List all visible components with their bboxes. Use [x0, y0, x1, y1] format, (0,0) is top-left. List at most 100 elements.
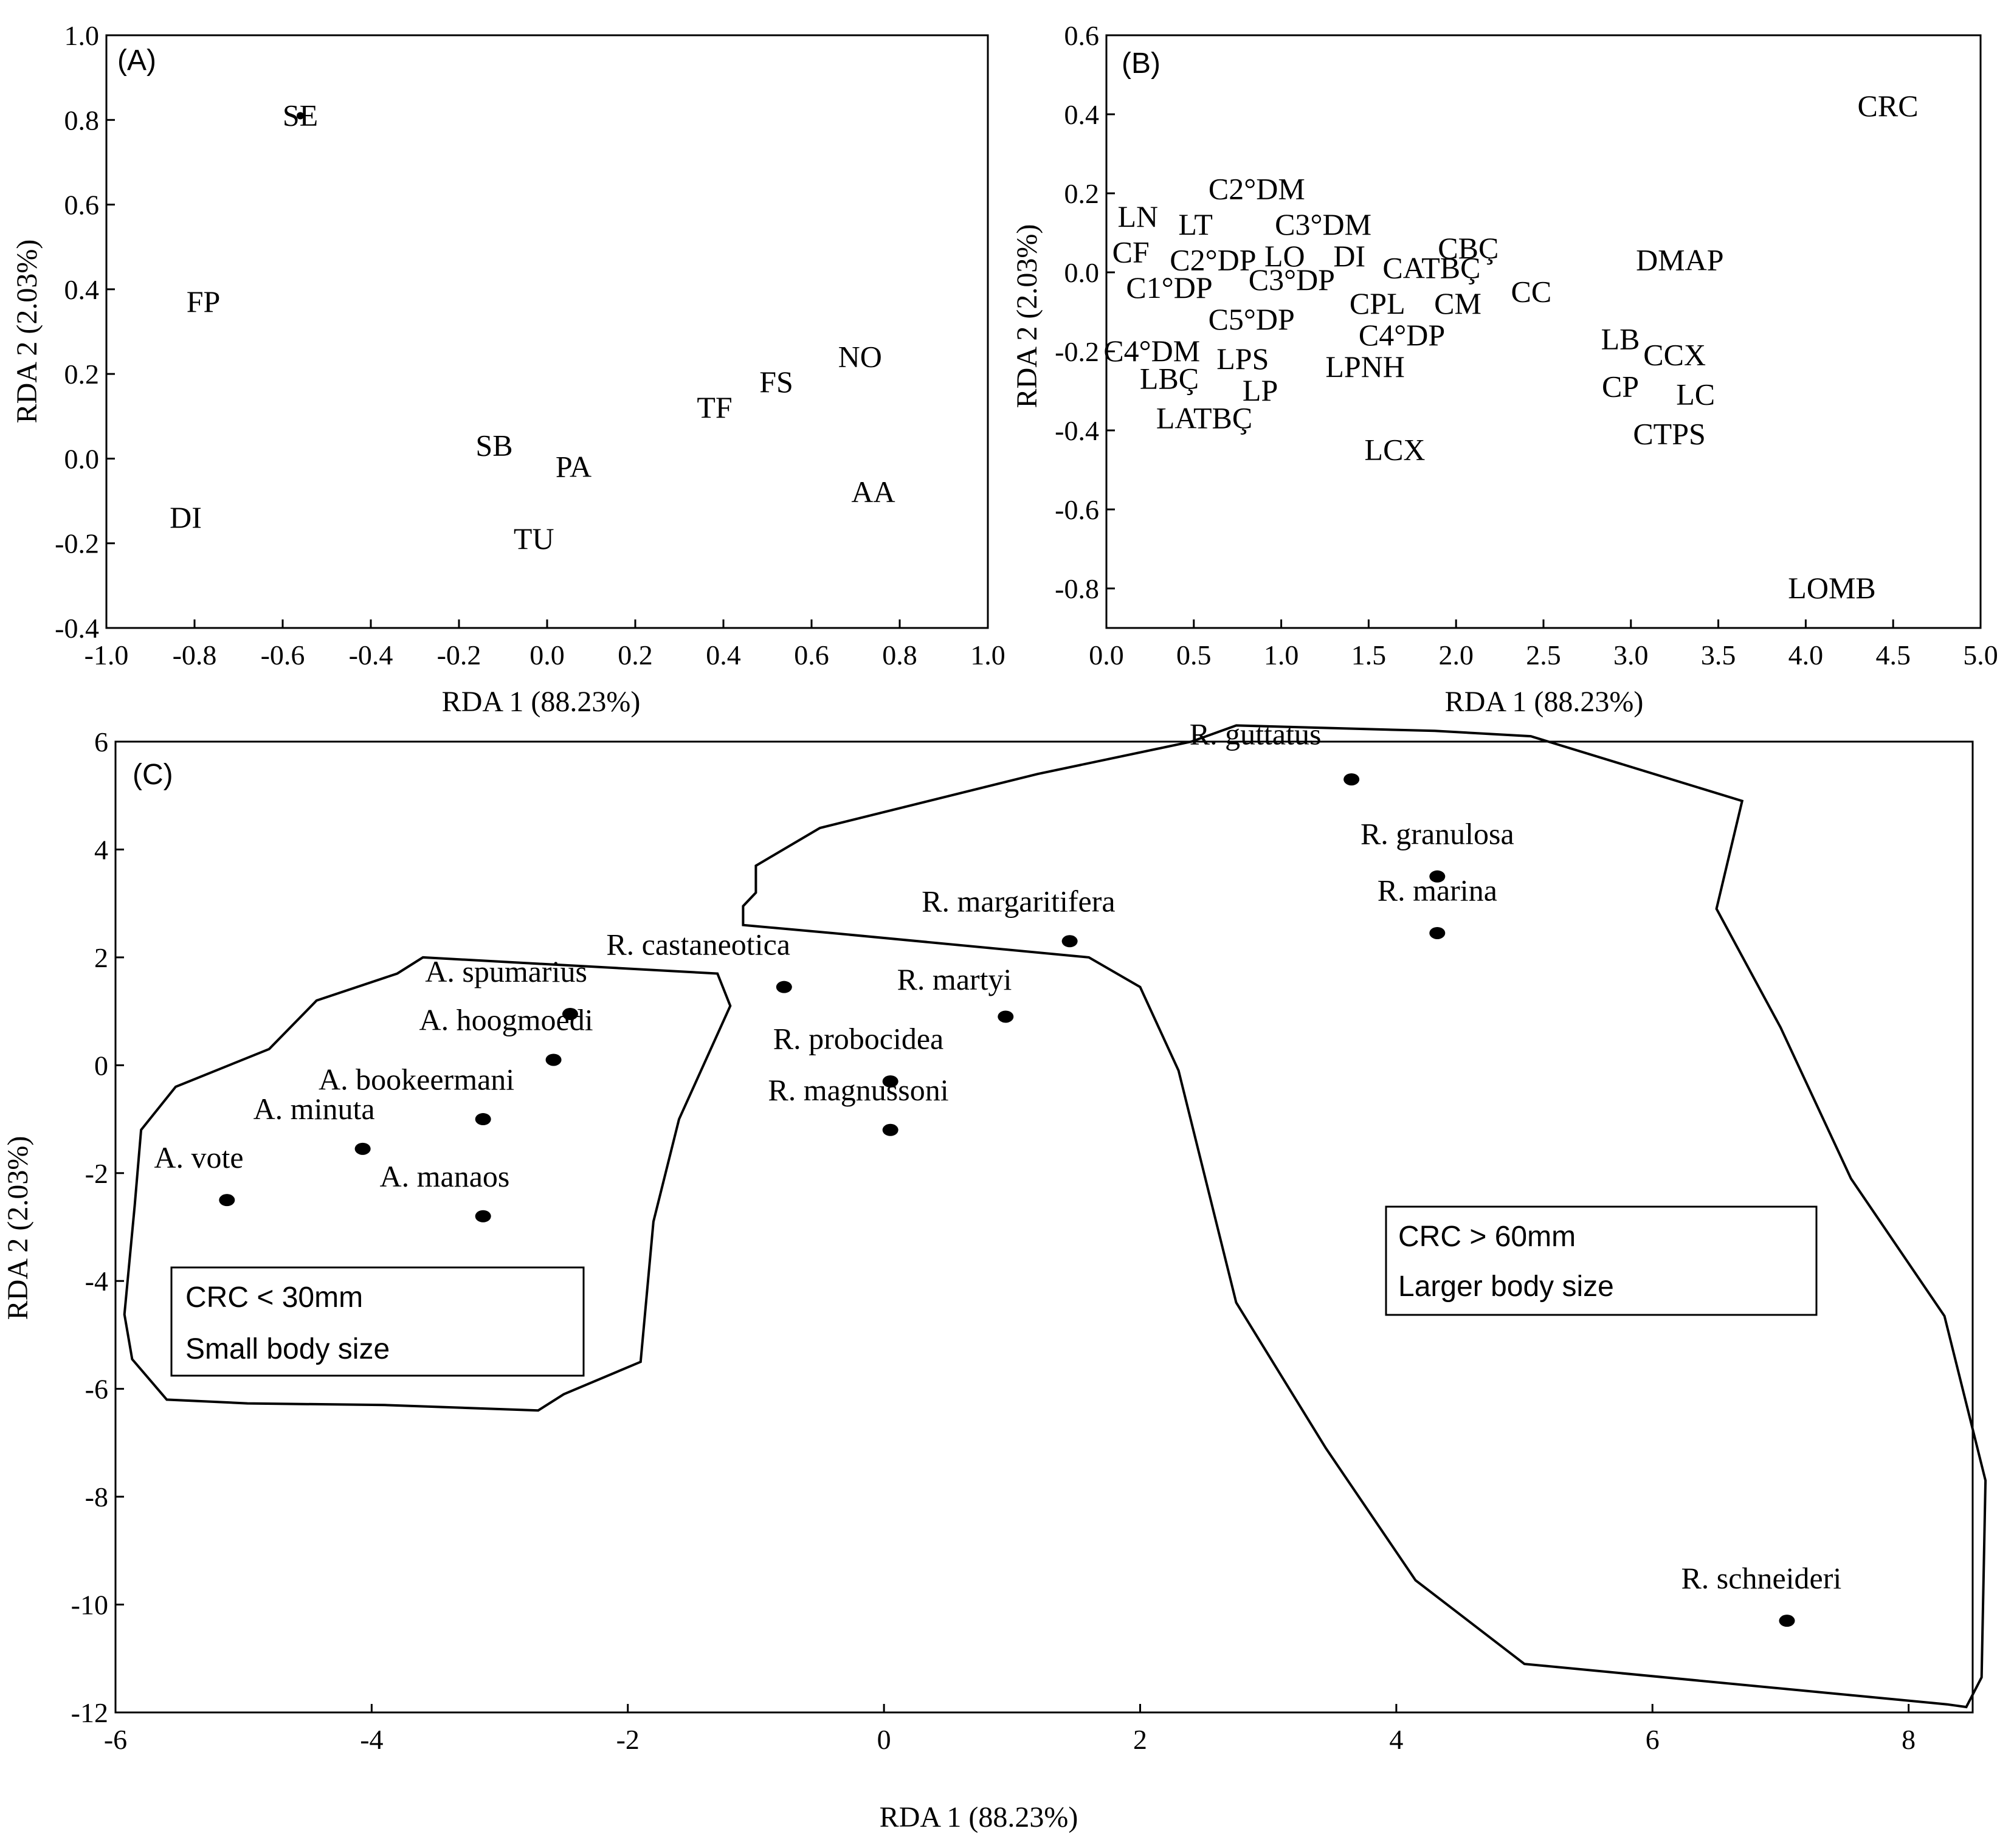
y-tick-label: -8 [85, 1481, 108, 1512]
y-tick-label: 0.6 [64, 190, 100, 221]
x-tick-label: 0.0 [529, 640, 565, 671]
species-point [1061, 935, 1078, 948]
x-tick-label: 0 [877, 1724, 891, 1755]
species-label: R. margaritifera [922, 884, 1115, 918]
variable-label: LATBÇ [1156, 401, 1252, 435]
species-label: R. magnussoni [768, 1073, 948, 1107]
species-label: R. schneideri [1681, 1561, 1841, 1595]
x-tick-label: 6 [1646, 1724, 1660, 1755]
y-tick-label: 4 [94, 834, 108, 865]
large-body-box-title: CRC > 60mm [1398, 1221, 1576, 1253]
y-tick-label: -2 [85, 1158, 108, 1189]
species-label: A. bookeermani [319, 1062, 514, 1096]
variable-label: C2°DM [1209, 172, 1305, 206]
x-tick-label: 1.0 [970, 640, 1005, 671]
species-point [475, 1113, 491, 1126]
species-point [776, 981, 792, 993]
species-point [475, 1210, 491, 1222]
x-tick-label: 0.5 [1176, 640, 1212, 671]
panel-c-label: (C) [133, 759, 173, 791]
y-tick-label: -0.4 [1055, 415, 1099, 446]
variable-label: LP [1243, 373, 1278, 407]
variable-label: FS [759, 365, 793, 399]
variable-label: DI [1333, 239, 1365, 273]
small-body-hull [123, 956, 732, 1412]
species-label: R. granulosa [1360, 817, 1514, 851]
panel-a: (A) -1.0 -0.8 -0.6 -0.4 -0.2 0.0 0.2 0.4 0.6 0.8 1… [11, 20, 1005, 718]
variable-label: NO [838, 339, 882, 373]
small-body-box-description: Small body size [185, 1333, 390, 1365]
panel-c: (C) -6 -4 -2 0 2 4 6 8 6 4 2 0 -2 -4 -6 -8 -10 -12 R. gu… [2, 717, 1987, 1833]
panel-a-label: (A) [117, 44, 156, 77]
variable-label: C4°DM [1103, 334, 1200, 368]
panel-a-x-ticks: -1.0 -0.8 -0.6 -0.4 -0.2 0.0 0.2 0.4 0.6 0.8 1.0 [84, 619, 1005, 671]
variable-label: CP [1602, 370, 1639, 404]
small-body-legend-box: CRC < 30mm Small body size [170, 1266, 585, 1377]
x-tick-label: -6 [104, 1724, 127, 1755]
panel-c-y-axis-title: RDA 2 (2.03%) [2, 1136, 34, 1320]
panel-c-frame [114, 740, 1974, 1714]
species-label: R. castaneotica [606, 927, 790, 961]
variable-label: CTPS [1633, 417, 1706, 451]
y-tick-label: 6 [94, 726, 108, 757]
panel-a-y-axis-title: RDA 2 (2.03%) [11, 240, 43, 424]
species-point [545, 1053, 562, 1066]
x-tick-label: 2.5 [1526, 640, 1561, 671]
variable-label: FP [187, 284, 221, 319]
variable-label: C3°DM [1275, 207, 1371, 241]
y-tick-label: -4 [85, 1266, 108, 1297]
y-tick-label: 0.2 [64, 359, 100, 390]
variable-label: C3°DP [1249, 263, 1335, 297]
panel-a-x-axis-title: RDA 1 (88.23%) [442, 686, 641, 718]
variable-label: DI [170, 500, 202, 534]
panel-c-y-ticks: 6 4 2 0 -2 -4 -6 -8 -10 -12 [71, 726, 124, 1728]
x-tick-label: -0.8 [173, 640, 217, 671]
large-body-box-description: Larger body size [1398, 1270, 1614, 1303]
variable-label: CCX [1643, 338, 1706, 372]
y-tick-label: 0.4 [64, 274, 100, 305]
y-tick-label: -0.4 [55, 613, 99, 644]
y-tick-label: 0.2 [1064, 178, 1100, 209]
panel-a-y-ticks: 1.0 0.8 0.6 0.4 0.2 0.0 -0.2 -0.4 [55, 20, 115, 644]
variable-label: TF [697, 390, 732, 424]
y-tick-label: -6 [85, 1374, 108, 1405]
x-tick-label: 2 [1133, 1724, 1147, 1755]
panel-c-points: R. guttatus R. granulosa R. marina R. marga… [154, 717, 1841, 1627]
variable-label: C5°DP [1209, 302, 1295, 336]
species-point [998, 1010, 1014, 1023]
x-tick-label: 1.5 [1351, 640, 1387, 671]
x-tick-label: 4.0 [1788, 640, 1824, 671]
x-tick-label: 0.2 [618, 640, 653, 671]
species-point [1429, 926, 1446, 939]
variable-label: DMAP [1636, 243, 1723, 277]
panel-b-label: (B) [1122, 47, 1160, 80]
variable-label: SB [475, 429, 512, 463]
panel-a-points: SE FP DI SB PA TU TF FS NO AA [170, 98, 895, 555]
variable-label: LBÇ [1140, 362, 1199, 396]
variable-label: LN [1117, 199, 1158, 233]
y-tick-label: -12 [71, 1697, 108, 1728]
y-tick-label: -0.2 [1055, 336, 1099, 367]
x-tick-label: 0.0 [1089, 640, 1124, 671]
species-point [882, 1123, 898, 1136]
species-label: A. spumarius [425, 954, 587, 988]
x-tick-label: 4.5 [1875, 640, 1911, 671]
species-label: A. vote [154, 1140, 243, 1174]
variable-label: LC [1676, 378, 1715, 412]
panel-c-x-axis-title: RDA 1 (88.23%) [880, 1801, 1078, 1833]
small-body-box-frame [170, 1266, 585, 1377]
x-tick-label: 0.6 [794, 640, 829, 671]
variable-label: C2°DP [1170, 243, 1256, 277]
variable-label: LO [1264, 239, 1305, 273]
x-tick-label: 2.0 [1438, 640, 1474, 671]
variable-point [297, 112, 304, 120]
variable-label: C1°DP [1126, 271, 1212, 305]
x-tick-label: -0.2 [437, 640, 481, 671]
large-body-box-frame [1385, 1205, 1818, 1316]
species-point [1429, 870, 1446, 883]
x-tick-label: 5.0 [1963, 640, 1998, 671]
variable-label: AA [851, 475, 895, 509]
x-tick-label: 0.4 [706, 640, 741, 671]
x-tick-label: -2 [616, 1724, 640, 1755]
